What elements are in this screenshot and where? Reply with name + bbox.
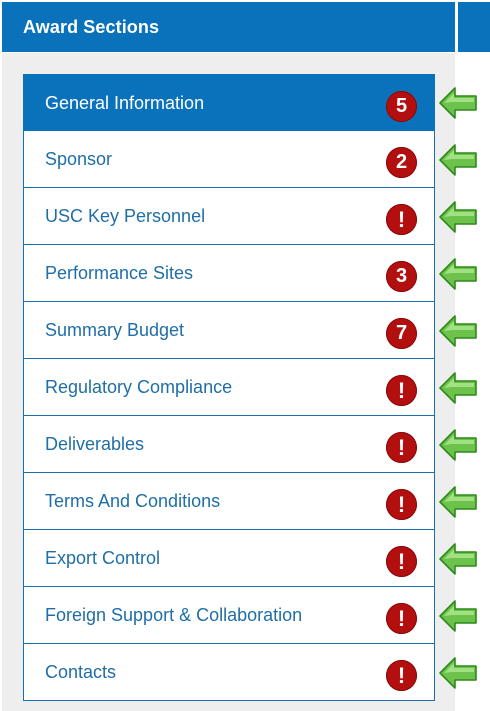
section-item[interactable]: Regulatory Compliance!	[23, 359, 435, 416]
award-sections-header: Award Sections	[2, 2, 455, 52]
count-badge: 7	[386, 318, 417, 349]
count-badge: 3	[386, 261, 417, 292]
section-item[interactable]: Summary Budget 7	[23, 302, 435, 359]
exclamation-icon: !	[386, 660, 417, 691]
header-title: Award Sections	[23, 17, 160, 37]
section-item-label: Deliverables	[45, 434, 145, 454]
section-item-label: Regulatory Compliance	[45, 377, 233, 397]
green-left-arrow-icon[interactable]	[438, 370, 478, 406]
section-item[interactable]: USC Key Personnel!	[23, 188, 435, 245]
green-left-arrow-icon[interactable]	[438, 85, 478, 121]
section-item[interactable]: Performance Sites 3	[23, 245, 435, 302]
green-left-arrow-icon[interactable]	[438, 199, 478, 235]
header-tail	[458, 2, 490, 52]
section-item-label: Terms And Conditions	[45, 491, 221, 511]
count-badge: 2	[386, 147, 417, 178]
green-left-arrow-icon[interactable]	[438, 484, 478, 520]
exclamation-icon: !	[386, 432, 417, 463]
section-item[interactable]: Sponsor 2	[23, 131, 435, 188]
section-item-label: Contacts	[45, 662, 117, 682]
section-item-label: Foreign Support & Collaboration	[45, 605, 303, 625]
section-item[interactable]: Foreign Support & Collaboration!	[23, 587, 435, 644]
section-item-label: Export Control	[45, 548, 161, 568]
section-item-label: General Information	[45, 93, 205, 113]
green-left-arrow-icon[interactable]	[438, 427, 478, 463]
section-item-label: Sponsor	[45, 149, 113, 169]
green-left-arrow-icon[interactable]	[438, 598, 478, 634]
section-item[interactable]: General Information 5	[23, 74, 435, 131]
section-item-label: USC Key Personnel	[45, 206, 206, 226]
exclamation-icon: !	[386, 603, 417, 634]
green-left-arrow-icon[interactable]	[438, 541, 478, 577]
exclamation-icon: !	[386, 546, 417, 577]
section-item-label: Performance Sites	[45, 263, 194, 283]
section-item[interactable]: Export Control!	[23, 530, 435, 587]
green-left-arrow-icon[interactable]	[438, 313, 478, 349]
green-left-arrow-icon[interactable]	[438, 655, 478, 691]
exclamation-icon: !	[386, 375, 417, 406]
exclamation-icon: !	[386, 204, 417, 235]
section-item[interactable]: Contacts!	[23, 644, 435, 701]
section-item-label: Summary Budget	[45, 320, 185, 340]
exclamation-icon: !	[386, 489, 417, 520]
count-badge: 5	[386, 91, 417, 122]
green-left-arrow-icon[interactable]	[438, 256, 478, 292]
green-left-arrow-icon[interactable]	[438, 142, 478, 178]
section-item[interactable]: Terms And Conditions!	[23, 473, 435, 530]
section-list: General Information 5 Sponsor 2 USC Key Pers…	[23, 74, 435, 701]
section-item[interactable]: Deliverables!	[23, 416, 435, 473]
